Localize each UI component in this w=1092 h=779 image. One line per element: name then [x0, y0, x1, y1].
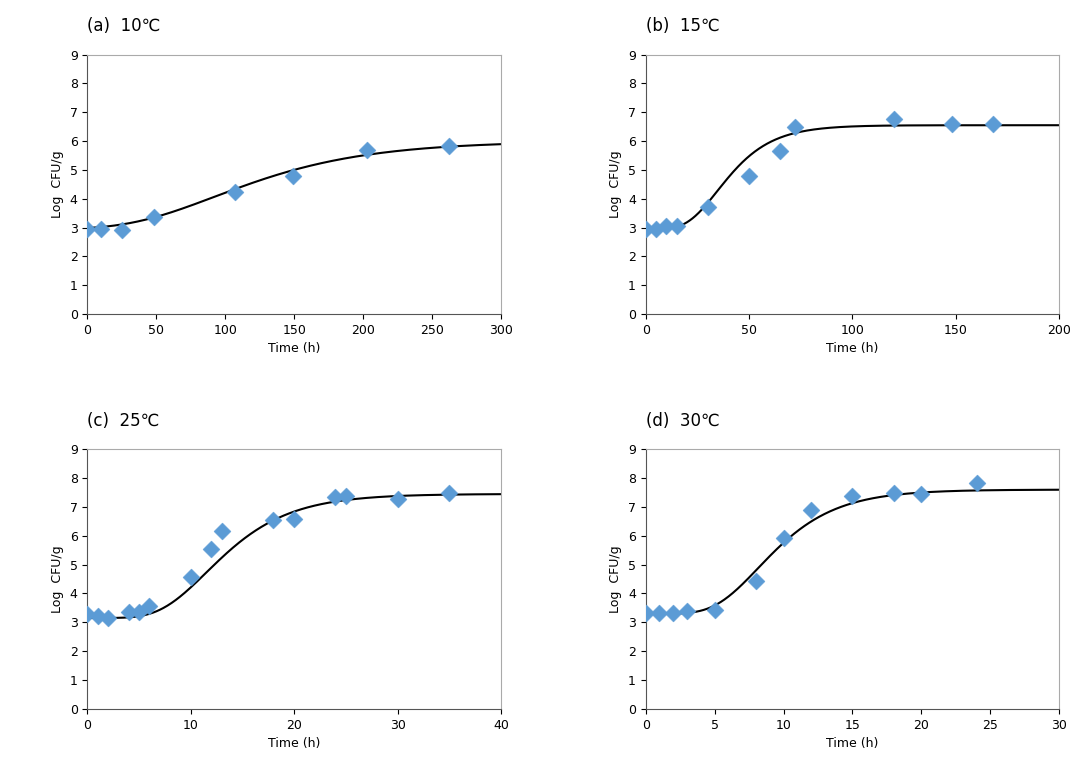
- X-axis label: Time (h): Time (h): [268, 737, 320, 750]
- Point: [327, 491, 344, 503]
- Point: [79, 608, 96, 621]
- Point: [648, 222, 665, 234]
- Point: [705, 604, 723, 616]
- Point: [182, 570, 200, 583]
- Point: [968, 477, 985, 489]
- Point: [285, 513, 302, 525]
- Y-axis label: Log  CFU/g: Log CFU/g: [51, 545, 64, 613]
- Point: [771, 145, 788, 157]
- X-axis label: Time (h): Time (h): [827, 343, 879, 355]
- Point: [943, 118, 961, 131]
- X-axis label: Time (h): Time (h): [268, 343, 320, 355]
- Y-axis label: Log  CFU/g: Log CFU/g: [609, 545, 622, 613]
- Text: (d)  30℃: (d) 30℃: [645, 412, 720, 430]
- Point: [440, 486, 458, 499]
- Point: [886, 113, 903, 125]
- Point: [803, 504, 820, 516]
- Point: [130, 606, 147, 619]
- Point: [93, 222, 110, 234]
- Point: [264, 513, 282, 526]
- Point: [786, 121, 804, 133]
- Point: [99, 612, 117, 624]
- Point: [114, 224, 131, 236]
- Point: [668, 220, 686, 232]
- Point: [389, 492, 406, 505]
- Text: (a)  10℃: (a) 10℃: [87, 17, 161, 35]
- Y-axis label: Log  CFU/g: Log CFU/g: [609, 150, 622, 218]
- Point: [203, 542, 221, 555]
- X-axis label: Time (h): Time (h): [827, 737, 879, 750]
- Point: [886, 487, 903, 499]
- Y-axis label: Log  CFU/g: Log CFU/g: [51, 150, 64, 218]
- Point: [657, 220, 675, 232]
- Point: [337, 490, 355, 502]
- Point: [913, 488, 930, 500]
- Point: [699, 201, 716, 213]
- Text: (c)  25℃: (c) 25℃: [87, 412, 159, 430]
- Point: [637, 222, 654, 234]
- Point: [775, 532, 793, 545]
- Point: [651, 607, 668, 619]
- Point: [120, 606, 138, 619]
- Point: [984, 118, 1001, 131]
- Point: [79, 222, 96, 234]
- Point: [665, 607, 682, 619]
- Point: [678, 605, 696, 618]
- Point: [141, 599, 158, 612]
- Point: [226, 186, 244, 199]
- Point: [145, 210, 163, 223]
- Point: [213, 524, 230, 537]
- Point: [440, 140, 458, 153]
- Point: [88, 610, 106, 622]
- Point: [740, 170, 758, 182]
- Text: (b)  15℃: (b) 15℃: [645, 17, 720, 35]
- Point: [844, 490, 862, 502]
- Point: [747, 575, 764, 587]
- Point: [284, 170, 301, 182]
- Point: [358, 144, 376, 157]
- Point: [637, 607, 654, 619]
